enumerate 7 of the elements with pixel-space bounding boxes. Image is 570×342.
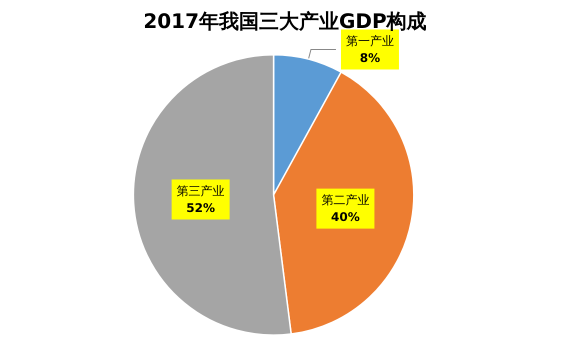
data-label: 8% — [360, 50, 380, 65]
slice-label: 第一产业 — [346, 34, 394, 48]
data-label: 40% — [331, 210, 360, 224]
slice-label: 第二产业 — [321, 193, 370, 208]
slice-label: 第三产业 — [176, 184, 225, 198]
chart-title: 2017年我国三大产业GDP构成 — [143, 9, 427, 33]
data-label: 52% — [186, 201, 215, 216]
